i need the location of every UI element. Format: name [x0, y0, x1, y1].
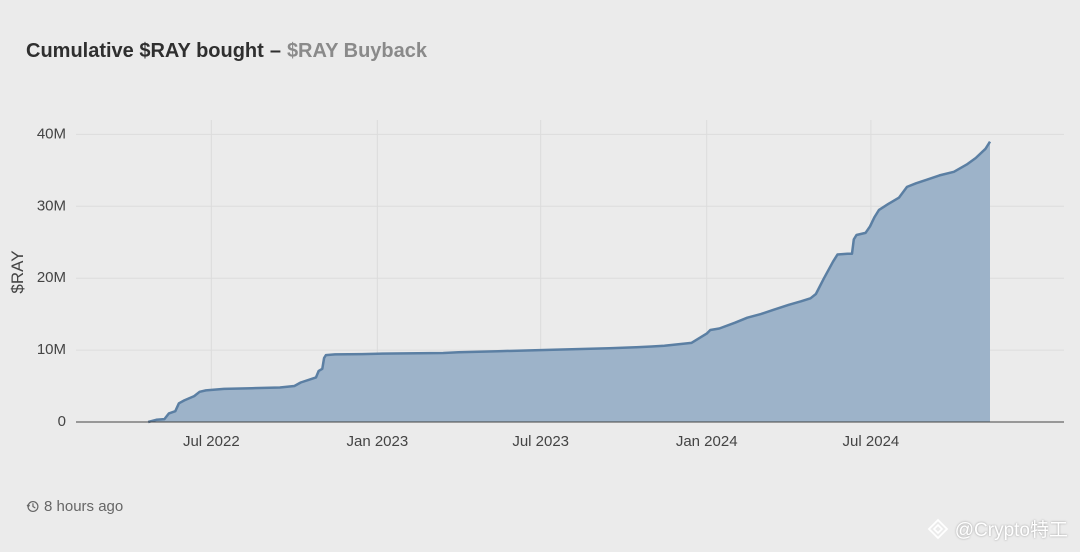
y-tick-label: 10M	[37, 341, 66, 358]
y-tick-label: 40M	[37, 125, 66, 142]
x-tick-label: Jul 2024	[843, 433, 900, 450]
last-updated: 8 hours ago	[26, 498, 123, 515]
y-tick-label: 0	[58, 413, 66, 430]
last-updated-text: 8 hours ago	[44, 498, 124, 515]
x-tick-label: Jan 2023	[346, 433, 408, 450]
chart-subtitle[interactable]: $RAY Buyback	[286, 40, 428, 62]
area-fill	[148, 141, 990, 422]
watermark: @Crypto特工	[927, 515, 1068, 542]
area-layer	[76, 140, 1064, 424]
x-tick-label: Jan 2024	[676, 433, 738, 450]
watermark-text: @Crypto特工	[954, 520, 1068, 541]
title-separator: –	[269, 40, 281, 62]
x-tick-label: Jul 2022	[183, 433, 240, 450]
x-tick-label: Jul 2023	[512, 433, 569, 450]
y-tick-label: 30M	[37, 197, 66, 214]
chart-title: Cumulative $RAY bought	[26, 40, 264, 62]
x-axis-ticks: Jul 2022 Jan 2023 Jul 2023 Jan 2024 Jul 2024	[183, 433, 899, 450]
series-line[interactable]	[147, 140, 992, 424]
y-axis-label: $RAY	[8, 250, 27, 293]
y-tick-label: 20M	[37, 269, 66, 286]
history-clock-icon	[26, 500, 39, 513]
chart-header: Cumulative $RAY bought – $RAY Buyback	[26, 40, 427, 63]
diamond-logo-icon	[927, 518, 949, 539]
y-axis-ticks: 0 10M 20M 30M 40M	[37, 125, 66, 430]
